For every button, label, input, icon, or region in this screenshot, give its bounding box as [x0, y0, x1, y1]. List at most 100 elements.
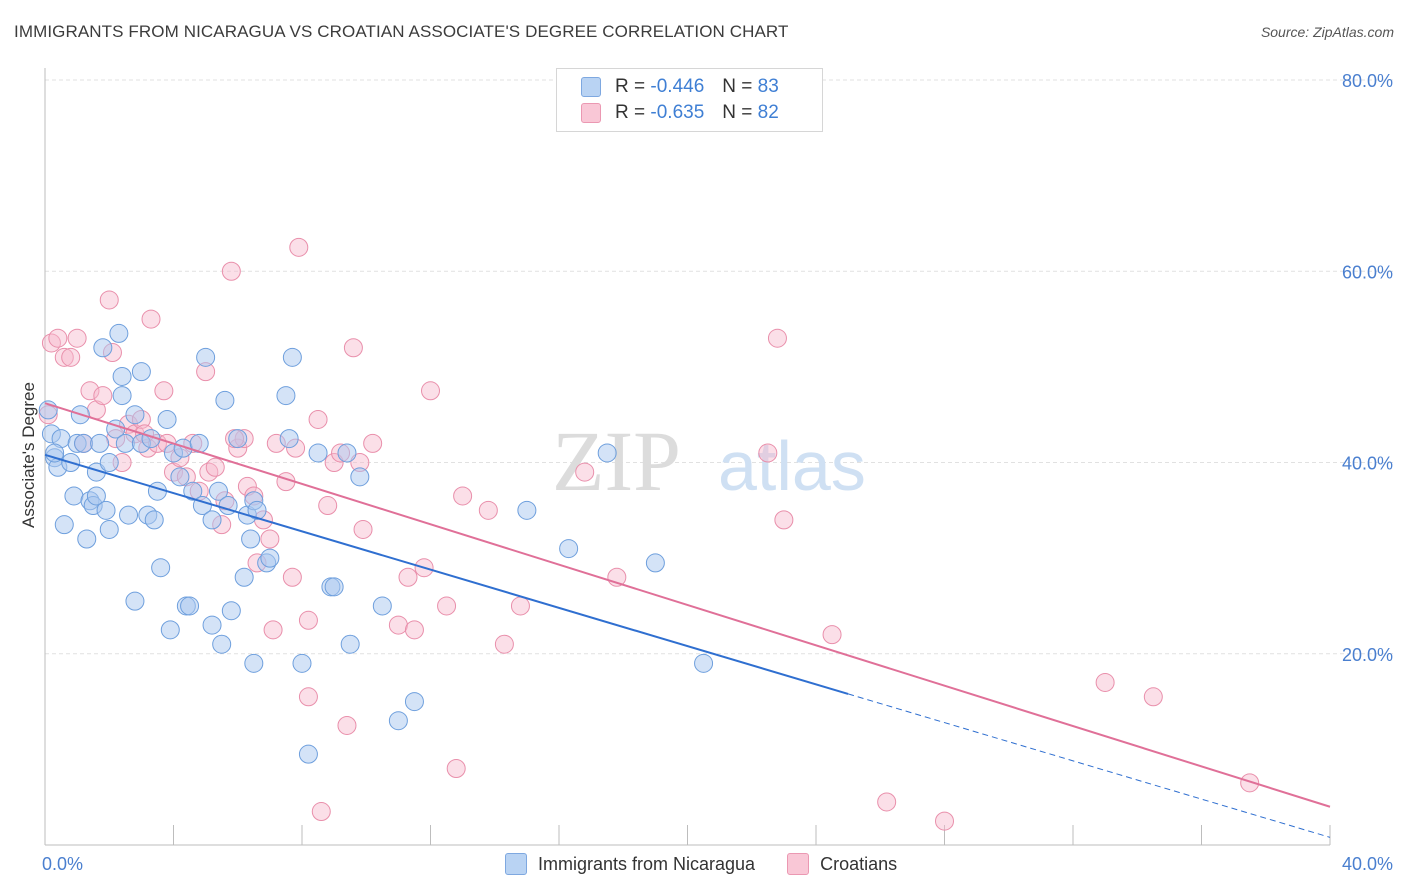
nicaragua-point [694, 653, 714, 673]
nicaragua-point [115, 433, 135, 453]
nicaragua-point [119, 505, 139, 525]
nicaragua-swatch [581, 77, 601, 97]
croatians-point [289, 237, 309, 257]
series-legend: Immigrants from Nicaragua Croatians [505, 851, 929, 877]
nicaragua-point [112, 386, 132, 406]
nicaragua-point [196, 347, 216, 367]
croatians-point [353, 519, 373, 539]
nicaragua-point [597, 443, 617, 463]
legend-row-croatians: R = -0.635 N = 82 [581, 101, 779, 125]
croatians-point [93, 386, 113, 406]
legend-r-value-nicaragua: -0.446 [650, 76, 705, 97]
croatians-point [398, 567, 418, 587]
nicaragua-point [109, 323, 129, 343]
croatians-point [282, 567, 302, 587]
croatians-point [318, 496, 338, 516]
croatians-point [478, 500, 498, 520]
nicaragua-point [125, 591, 145, 611]
croatians-point [260, 529, 280, 549]
nicaragua-point [404, 692, 424, 712]
croatians-point [99, 290, 119, 310]
nicaragua-point [244, 653, 264, 673]
nicaragua-point [324, 577, 344, 597]
y-tick-label: 20.0% [1342, 645, 1393, 665]
nicaragua-point [559, 539, 579, 559]
nicaragua-point [157, 409, 177, 429]
croatians-point [67, 328, 87, 348]
nicaragua-point [99, 519, 119, 539]
axes [44, 68, 1331, 846]
croatians-point [774, 510, 794, 530]
croatians-point [767, 328, 787, 348]
legend-n-label: N = [722, 102, 753, 123]
nicaragua-point [99, 453, 119, 472]
croatians-point [343, 338, 363, 358]
legend-row-nicaragua: R = -0.446 N = 83 [581, 75, 779, 99]
croatians-point [221, 261, 241, 281]
nicaragua-points [38, 323, 714, 764]
chart-title: IMMIGRANTS FROM NICARAGUA VS CROATIAN AS… [14, 22, 789, 41]
source-credit: Source: ZipAtlas.com [1260, 24, 1394, 40]
nicaragua-point [112, 366, 132, 386]
nicaragua-point [54, 515, 74, 535]
nicaragua-trend-extension [847, 693, 1331, 838]
nicaragua-point [208, 481, 228, 501]
nicaragua-point [241, 529, 261, 549]
croatians-points [38, 237, 1260, 831]
nicaragua-point [276, 386, 296, 406]
nicaragua-point [160, 620, 180, 640]
nicaragua-legend-swatch [505, 853, 527, 875]
croatians-point [421, 381, 440, 401]
nicaragua-point [131, 362, 151, 382]
croatians-trend-line [44, 402, 1331, 808]
croatians-point [1143, 687, 1163, 707]
nicaragua-point [212, 634, 232, 654]
watermark-zip: ZIP [552, 413, 681, 509]
watermark-atlas: atlas [718, 427, 866, 505]
croatians-point [80, 381, 100, 401]
nicaragua-point [228, 429, 248, 449]
y-axis-label: Associate's Degree [19, 382, 38, 528]
croatians-point [363, 433, 383, 453]
correlation-legend: R = -0.446 N = 83 R = -0.635 N = 82 [556, 68, 823, 132]
croatians-point [298, 610, 318, 630]
nicaragua-point [96, 500, 116, 520]
nicaragua-point [74, 433, 94, 453]
x-tick-label: 0.0% [42, 854, 83, 874]
nicaragua-point [221, 601, 241, 621]
nicaragua-point [282, 347, 302, 367]
legend-r-label: R = [615, 102, 646, 123]
croatians-point [311, 802, 331, 822]
nicaragua-point [125, 405, 145, 425]
nicaragua-point [337, 443, 357, 463]
nicaragua-point [45, 443, 65, 463]
croatians-point [154, 381, 174, 401]
nicaragua-point [279, 429, 299, 449]
nicaragua-point [86, 486, 106, 506]
x-tick-label: 40.0% [1342, 854, 1393, 874]
zipatlas-watermark: ZIP atlas [552, 413, 866, 509]
croatians-point [263, 620, 283, 640]
nicaragua-point [372, 596, 392, 616]
croatians-point [822, 625, 842, 645]
nicaragua-point [350, 467, 370, 487]
croatians-point [494, 634, 514, 654]
y-tick-label: 60.0% [1342, 262, 1393, 282]
legend-n-label: N = [722, 76, 753, 97]
legend-item-croatians: Croatians [787, 853, 897, 875]
nicaragua-point [202, 615, 222, 635]
nicaragua-point [93, 338, 113, 358]
croatians-point [877, 792, 897, 812]
nicaragua-point [202, 510, 222, 530]
croatians-legend-swatch [787, 853, 810, 875]
legend-r-label: R = [615, 76, 646, 97]
croatians-point [388, 615, 408, 635]
nicaragua-point [215, 390, 235, 410]
nicaragua-point [77, 529, 97, 549]
nicaragua-point [144, 510, 164, 530]
croatians-point [1095, 672, 1115, 692]
nicaragua-point [298, 744, 318, 764]
croatians-point [446, 759, 466, 778]
croatians-point [324, 453, 344, 472]
